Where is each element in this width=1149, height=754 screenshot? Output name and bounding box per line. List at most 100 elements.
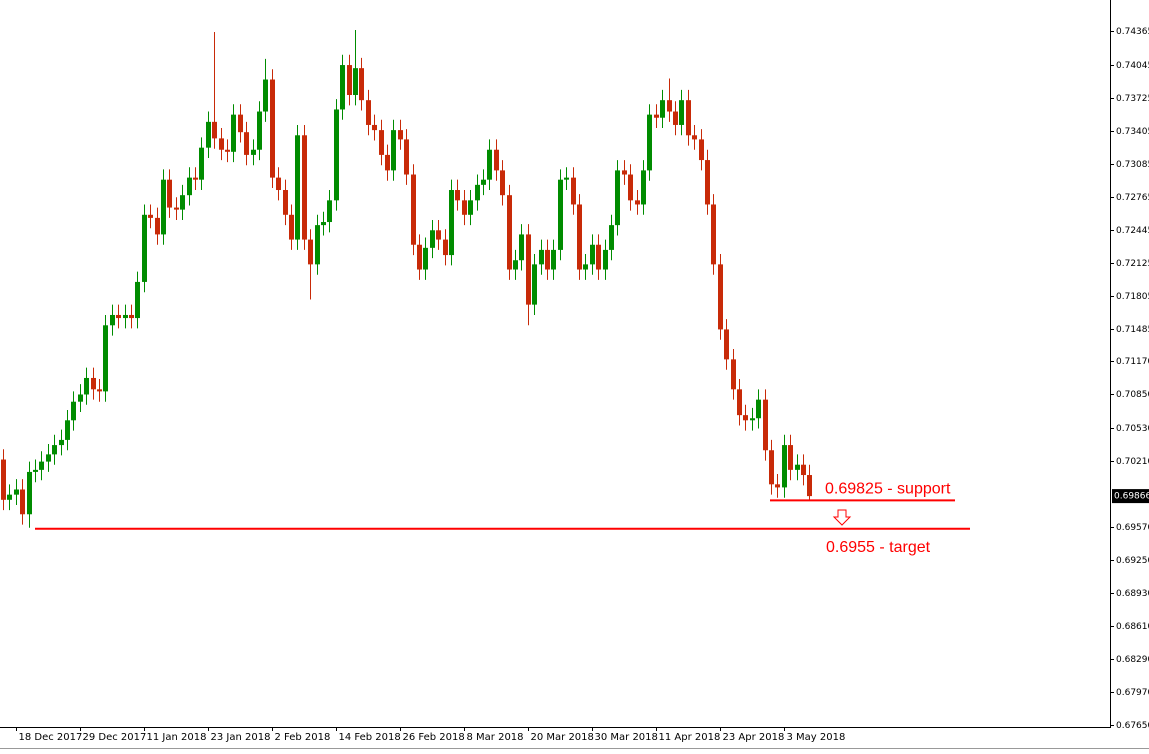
x-tick-label: 29 Dec 2017 xyxy=(83,732,147,743)
candle-body xyxy=(571,177,576,205)
candle-body xyxy=(123,314,128,319)
annotation-label: 0.6955 - target xyxy=(826,539,931,556)
candle-body xyxy=(391,130,396,171)
candle-body xyxy=(187,177,192,196)
candle-body xyxy=(743,415,748,421)
candle-body xyxy=(596,244,601,270)
candle-body xyxy=(686,100,691,136)
candle-body xyxy=(244,132,249,155)
candle-body xyxy=(238,114,243,133)
candle-body xyxy=(347,65,352,96)
candle-body xyxy=(545,249,550,270)
candle-body xyxy=(33,469,38,472)
candle-body xyxy=(532,264,537,305)
candle-body xyxy=(20,489,25,515)
candle-body xyxy=(590,244,595,265)
x-tick-label: 11 Apr 2018 xyxy=(659,732,721,743)
y-tick-label: 0.72445 xyxy=(1116,226,1149,236)
candle-body xyxy=(327,200,332,223)
candle-body xyxy=(507,195,512,270)
x-tick-label: 30 Mar 2018 xyxy=(595,732,658,743)
candle-body xyxy=(263,79,268,112)
candle-body xyxy=(71,401,76,421)
candle-body xyxy=(212,121,217,139)
candle-body xyxy=(257,111,262,150)
candle-body xyxy=(462,200,467,215)
candle-body xyxy=(443,239,448,256)
candle-body xyxy=(583,264,588,270)
candle-body xyxy=(737,389,742,416)
candle-body xyxy=(366,100,371,125)
candle-body xyxy=(564,177,569,180)
candle-body xyxy=(417,244,422,270)
x-tick-label: 2 Feb 2018 xyxy=(275,732,331,743)
candle-body xyxy=(340,65,345,110)
candle-body xyxy=(404,139,409,175)
candle-body xyxy=(628,174,633,201)
candle-body xyxy=(635,200,640,205)
candle-body xyxy=(724,329,729,360)
candle-body xyxy=(558,179,563,250)
candle-body xyxy=(308,239,313,265)
candle-body xyxy=(539,249,544,265)
candle-body xyxy=(487,149,492,180)
candle-body xyxy=(615,170,620,226)
x-tick-label: 18 Dec 2017 xyxy=(19,732,83,743)
y-tick-label: 0.74045 xyxy=(1116,61,1149,71)
candle-body xyxy=(423,247,428,270)
candle-body xyxy=(155,217,160,235)
candle-body xyxy=(673,111,678,125)
candle-body xyxy=(660,100,665,118)
y-tick-label: 0.74365 xyxy=(1116,27,1149,37)
candle-body xyxy=(513,260,518,270)
candle-body xyxy=(103,325,108,392)
candle-body xyxy=(27,471,32,515)
candle-body xyxy=(775,484,780,488)
candle-body xyxy=(321,222,326,226)
candle-body xyxy=(782,445,787,488)
candle-body xyxy=(551,249,556,270)
candle-body xyxy=(14,489,19,495)
candle-body xyxy=(46,454,51,462)
candle-body xyxy=(97,389,102,392)
down-arrow xyxy=(832,509,852,526)
candle-body xyxy=(430,230,435,248)
y-tick-label: 0.67650 xyxy=(1116,721,1149,731)
candle-body xyxy=(1,459,6,500)
candle-body xyxy=(231,114,236,152)
candle-body xyxy=(699,139,704,161)
last-price-box xyxy=(1112,489,1149,504)
candle-body xyxy=(219,138,224,150)
candle-body xyxy=(180,195,185,210)
candle-body xyxy=(769,450,774,485)
candle-body xyxy=(167,179,172,208)
candle-body xyxy=(225,149,230,152)
y-tick-label: 0.73725 xyxy=(1116,94,1149,104)
candle-body xyxy=(353,68,358,96)
candle-body xyxy=(795,464,800,470)
candle-body xyxy=(302,135,307,240)
y-tick-label: 0.73405 xyxy=(1116,127,1149,137)
candle-body xyxy=(801,464,806,476)
candle-body xyxy=(807,475,812,497)
candle-body xyxy=(711,204,716,265)
candle-body xyxy=(52,445,57,455)
candle-body xyxy=(756,399,761,419)
candle-body xyxy=(372,124,377,131)
candle-body xyxy=(135,281,140,319)
candle-body xyxy=(39,461,44,470)
candle-body xyxy=(494,149,499,171)
x-tick-label: 11 Jan 2018 xyxy=(147,732,207,743)
x-tick-label: 20 Mar 2018 xyxy=(531,732,594,743)
y-tick-label: 0.71805 xyxy=(1116,292,1149,302)
candle-body xyxy=(519,234,524,261)
candle-body xyxy=(750,418,755,421)
candle-body xyxy=(481,179,486,185)
